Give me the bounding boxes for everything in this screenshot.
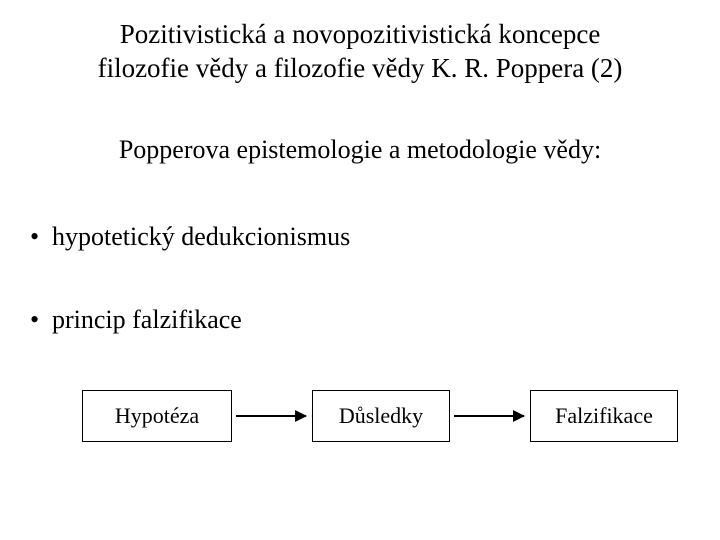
flow-arrow-2 — [454, 415, 524, 417]
slide: Pozitivistická a novopozitivistická konc… — [0, 0, 720, 540]
title-line-2: filozofie vědy a filozofie vědy K. R. Po… — [98, 53, 623, 83]
flow-node-n1: Hypotéza — [82, 390, 232, 442]
flow-arrow-1 — [236, 415, 306, 417]
title-line-1: Pozitivistická a novopozitivistická konc… — [120, 19, 601, 49]
slide-title: Pozitivistická a novopozitivistická konc… — [0, 18, 720, 86]
flow-node-n3: Falzifikace — [530, 390, 678, 442]
flowchart: Hypotéza Důsledky Falzifikace — [0, 390, 720, 460]
flow-node-n2: Důsledky — [312, 390, 450, 442]
bullet-item-1: hypotetický dedukcionismus — [52, 222, 350, 252]
slide-subtitle: Popperova epistemologie a metodologie vě… — [0, 135, 720, 165]
bullet-item-2: princip falzifikace — [52, 305, 242, 335]
